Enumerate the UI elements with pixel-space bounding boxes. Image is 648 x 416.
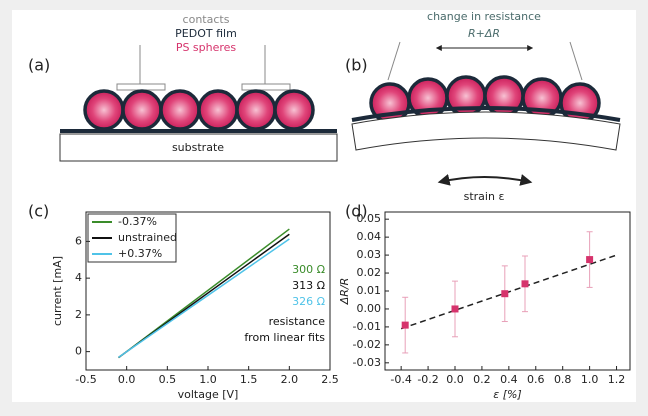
substrate (59, 133, 338, 162)
y-tick-label: 0.05 (357, 212, 382, 225)
data-point (501, 290, 509, 298)
data-point (521, 280, 529, 288)
film-label: PEDOT film (175, 27, 237, 40)
annotation: from linear fits (244, 331, 325, 344)
data-point (586, 256, 594, 264)
contact-wire (387, 41, 401, 81)
y-tick-label: 0.01 (357, 284, 382, 297)
contact-wire (569, 41, 583, 81)
panel-label: (d) (345, 202, 368, 221)
legend-entry: -0.37% (118, 215, 157, 228)
y-tick-label: 0.03 (357, 248, 382, 261)
legend-frame (87, 213, 177, 263)
data-point (401, 321, 409, 329)
y-tick-label: 4 (75, 271, 82, 284)
x-tick-label: 0.2 (473, 373, 491, 386)
data-point (451, 305, 459, 313)
spheres (83, 89, 315, 131)
y-tick-label: 0.00 (357, 302, 382, 315)
y-tick-label: 0 (75, 345, 82, 358)
y-tick-label: -0.01 (353, 320, 381, 333)
annotation: 300 Ω (292, 263, 325, 276)
resistance-label: R+ΔR (468, 27, 500, 40)
contact (116, 83, 166, 91)
x-tick-label: 1.5 (240, 373, 258, 386)
y-tick-label: 0.02 (357, 266, 382, 279)
x-tick-label: 0.6 (527, 373, 545, 386)
x-tick-label: -0.5 (75, 373, 96, 386)
contact (241, 83, 291, 91)
x-tick-label: 2.5 (321, 373, 339, 386)
legend-entry: +0.37% (118, 247, 162, 260)
x-tick-label: -0.4 (390, 373, 411, 386)
x-axis-label: ε [%] (493, 388, 521, 401)
annotation: resistance (269, 315, 326, 328)
series-line (118, 238, 290, 358)
x-tick-label: 0.0 (446, 373, 464, 386)
x-axis-label: voltage [V] (178, 388, 239, 401)
substrate-label: substrate (172, 141, 224, 154)
panel-label: (b) (345, 56, 368, 75)
x-tick-label: 0.5 (159, 373, 177, 386)
legend-entry: unstrained (118, 231, 177, 244)
film (351, 106, 621, 122)
x-tick-label: 0.8 (554, 373, 572, 386)
y-tick-label: -0.02 (353, 338, 381, 351)
x-tick-label: 1.0 (581, 373, 599, 386)
fit-line (400, 254, 617, 330)
x-tick-label: -0.2 (417, 373, 438, 386)
contacts-label: contacts (183, 13, 230, 26)
change-label: change in resistance (427, 10, 541, 23)
y-tick-label: 2 (75, 308, 82, 321)
x-tick-label: 0.4 (500, 373, 518, 386)
panel-label: (a) (28, 56, 50, 75)
substrate (351, 111, 621, 151)
y-tick-label: 6 (75, 234, 82, 247)
y-tick-label: -0.03 (353, 356, 381, 369)
y-axis-label: current [mA] (51, 256, 64, 326)
y-tick-label: 0.04 (357, 230, 382, 243)
panel-background (12, 10, 636, 402)
annotation: 326 Ω (292, 295, 325, 308)
strain-label: strain ε (464, 190, 505, 203)
panel-a: (a) contacts PEDOT film PS spheres subst… (28, 13, 338, 162)
x-tick-label: 1.2 (608, 373, 626, 386)
x-tick-label: 2.0 (281, 373, 299, 386)
annotation: 313 Ω (292, 279, 325, 292)
spheres-label: PS spheres (176, 41, 237, 54)
x-tick-label: 1.0 (199, 373, 217, 386)
strain-arrow (437, 174, 533, 186)
panel-b: (b) change in resistance R+ΔR strain ε (345, 10, 621, 203)
x-tick-label: 0.0 (118, 373, 136, 386)
panel-label: (c) (28, 202, 49, 221)
y-axis-label: ΔR/R (338, 278, 351, 306)
